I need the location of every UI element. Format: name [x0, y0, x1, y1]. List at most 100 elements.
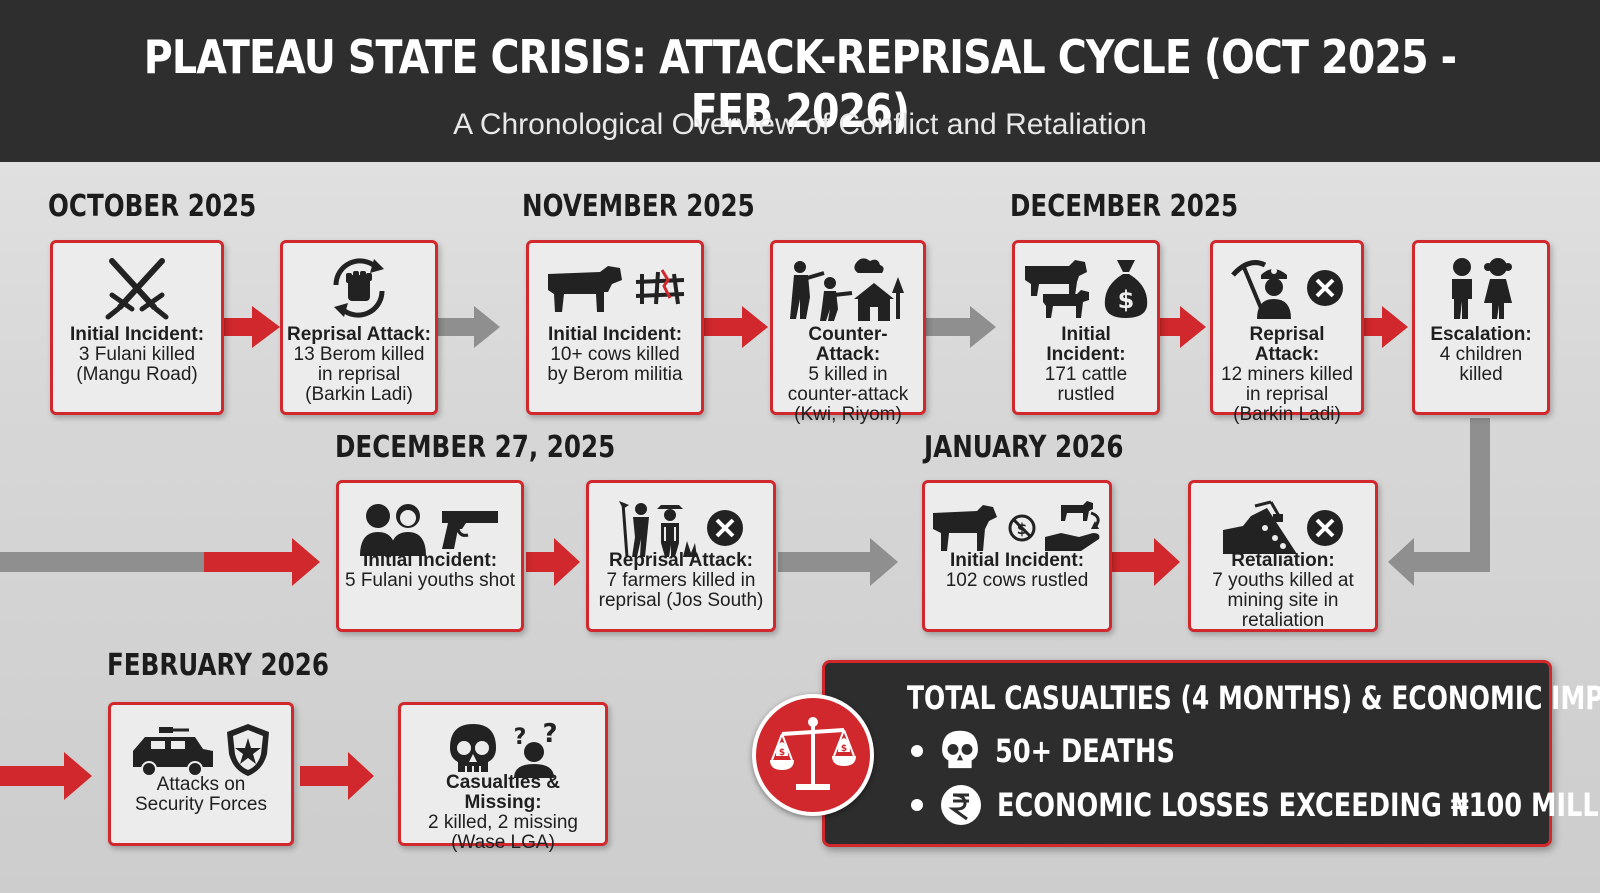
- event-description: 171 cattle rustled: [1044, 364, 1128, 405]
- event-description: 2 killed, 2 missing (Wase LGA): [428, 812, 578, 853]
- event-description: 12 miners killed in reprisal (Barkin Lad…: [1221, 364, 1353, 425]
- no-money-icon: $: [1008, 514, 1036, 542]
- event-label: Initial Incident:: [1046, 324, 1126, 365]
- page-subtitle: A Chronological Overview of Conflict and…: [453, 108, 1147, 141]
- month-label-december-27: DECEMBER 27, 2025: [335, 430, 616, 465]
- month-label-january: JANUARY 2026: [924, 430, 1124, 465]
- event-box-jan-retaliation: Retaliation: 7 youths killed at mining s…: [1188, 480, 1378, 632]
- event-box-dec-escalation: Escalation: 4 children killed: [1412, 240, 1550, 415]
- event-label: Initial Incident:: [362, 550, 498, 571]
- arrow-dec-red-1: [1160, 306, 1206, 348]
- cattle-icon: [1025, 260, 1089, 318]
- event-description: 3 Fulani killed (Mangu Road): [76, 344, 198, 385]
- event-box-nov-counter: Counter-Attack: 5 killed in counter-atta…: [770, 240, 926, 425]
- event-box-dec-reprisal: Reprisal Attack: 12 miners killed in rep…: [1210, 240, 1364, 425]
- missing-person-icon: ? ?: [514, 722, 558, 778]
- cow-icon: [933, 505, 997, 551]
- handgun-icon: [442, 511, 498, 549]
- arrow-dec27-jan-grey: [778, 538, 898, 586]
- event-box-jan-initial: $ Initial Incident: 102 cows rustled: [922, 480, 1112, 632]
- event-label: Reprisal Attack:: [1249, 324, 1325, 365]
- crossed-swords-icon: [105, 258, 169, 320]
- event-description: 7 youths killed at mining site in retali…: [1212, 570, 1354, 631]
- svg-text:$: $: [841, 744, 847, 754]
- event-label: Initial Incident:: [949, 550, 1085, 571]
- page-title: PLATEAU STATE CRISIS: ATTACK-REPRISAL CY…: [143, 30, 1457, 138]
- farmers-icon: [619, 501, 697, 558]
- arrow-dec27-red: [526, 538, 580, 586]
- event-description: 4 children killed: [1439, 344, 1523, 385]
- skull-icon: [450, 724, 496, 772]
- mining-site-icon: [1223, 500, 1297, 554]
- miner-icon: [1231, 260, 1291, 319]
- event-label: Initial Incident:: [547, 324, 683, 345]
- police-shield-icon: [227, 724, 269, 776]
- event-label: Reprisal Attack:: [609, 550, 753, 571]
- children-icon: [1452, 258, 1512, 319]
- bullet-dot: [911, 799, 923, 811]
- month-label-october: OCTOBER 2025: [48, 189, 257, 224]
- svg-text:$: $: [779, 748, 785, 758]
- money-bag-icon: $: [1104, 260, 1148, 318]
- event-label: Initial Incident:: [69, 324, 205, 345]
- skull-icon: [942, 730, 978, 769]
- gunmen-village-icon: [790, 258, 904, 321]
- summary-panel: TOTAL CASUALTIES (4 MONTHS) & ECONOMIC I…: [822, 660, 1600, 847]
- bullet-dot: [911, 745, 923, 757]
- event-label: Escalation:: [1430, 324, 1532, 345]
- event-description: Attacks on Security Forces: [135, 774, 267, 815]
- event-description: 7 farmers killed in reprisal (Jos South): [598, 570, 764, 611]
- svg-text:?: ?: [542, 722, 557, 749]
- armored-vehicle-icon: [133, 727, 213, 777]
- event-box-oct-initial: Initial Incident: 3 Fulani killed (Mangu…: [50, 240, 224, 415]
- svg-text:$: $: [1118, 286, 1135, 314]
- event-box-nov-initial: Initial Incident: 10+ cows killed by Ber…: [526, 240, 704, 415]
- cow-icon: [548, 266, 622, 312]
- broken-fence-icon: [635, 269, 685, 305]
- arrow-jan-red: [1112, 538, 1180, 586]
- month-label-november: NOVEMBER 2025: [522, 189, 755, 224]
- event-box-dec27-reprisal: Reprisal Attack: 7 farmers killed in rep…: [586, 480, 776, 632]
- event-box-dec-initial: $ Initial Incident: 171 cattle rustled: [1012, 240, 1160, 415]
- arrow-oct-red: [222, 306, 280, 348]
- summary-deaths-row: 50+ DEATHS: [911, 729, 1220, 773]
- month-label-december: DECEMBER 2025: [1010, 189, 1239, 224]
- event-box-dec27-initial: Initial Incident: 5 Fulani youths shot: [336, 480, 524, 632]
- event-description: 5 Fulani youths shot: [344, 570, 516, 591]
- cross-icon: [1307, 270, 1343, 306]
- event-description: 102 cows rustled: [945, 570, 1089, 591]
- svg-text:?: ?: [514, 725, 527, 750]
- cross-icon: [1307, 510, 1343, 546]
- event-description: 13 Berom killed in reprisal (Barkin Ladi…: [293, 344, 425, 405]
- event-description: 5 killed in counter-attack (Kwi, Riyom): [787, 364, 909, 425]
- summary-losses-row: ECONOMIC LOSSES EXCEEDING ₦100 MILLION: [911, 783, 1600, 827]
- event-label: Counter-Attack:: [808, 324, 888, 365]
- scales-money-icon: $ $: [752, 694, 874, 816]
- summary-deaths: 50+ DEATHS: [995, 732, 1175, 770]
- month-label-february: FEBRUARY 2026: [107, 648, 330, 683]
- summary-losses: ECONOMIC LOSSES EXCEEDING ₦100 MILLION: [997, 786, 1600, 824]
- arrow-oct-nov-grey: [438, 306, 500, 348]
- event-description: 10+ cows killed by Berom militia: [547, 344, 683, 385]
- event-box-feb-casualties: ? ? Casualties & Missing: 2 killed, 2 mi…: [398, 702, 608, 853]
- currency-coin-icon: [941, 785, 981, 825]
- fist-cycle-icon: [333, 258, 385, 318]
- event-label: Retaliation:: [1231, 550, 1335, 571]
- arrow-dec-red-2: [1362, 306, 1408, 348]
- event-box-feb-attacks: Attacks on Security Forces: [108, 702, 294, 846]
- arrow-dec-jan-elbow-grey: [1388, 418, 1490, 586]
- header: PLATEAU STATE CRISIS: ATTACK-REPRISAL CY…: [0, 0, 1600, 162]
- event-label: Reprisal Attack:: [287, 324, 431, 345]
- youths-icon: [360, 504, 426, 556]
- event-box-oct-reprisal: Reprisal Attack: 13 Berom killed in repr…: [280, 240, 438, 415]
- event-label: Casualties & Missing:: [445, 772, 561, 813]
- arrow-feb-red: [300, 752, 374, 800]
- hand-cow-icon: [1045, 501, 1100, 551]
- arrow-row3-lead: [0, 752, 92, 800]
- arrow-row2-lead: [0, 538, 320, 586]
- summary-title: TOTAL CASUALTIES (4 MONTHS) & ECONOMIC I…: [907, 679, 1600, 717]
- arrow-nov-red: [704, 306, 768, 348]
- scales-money-drawing: $ $: [770, 717, 856, 790]
- arrow-nov-dec-grey: [926, 306, 996, 348]
